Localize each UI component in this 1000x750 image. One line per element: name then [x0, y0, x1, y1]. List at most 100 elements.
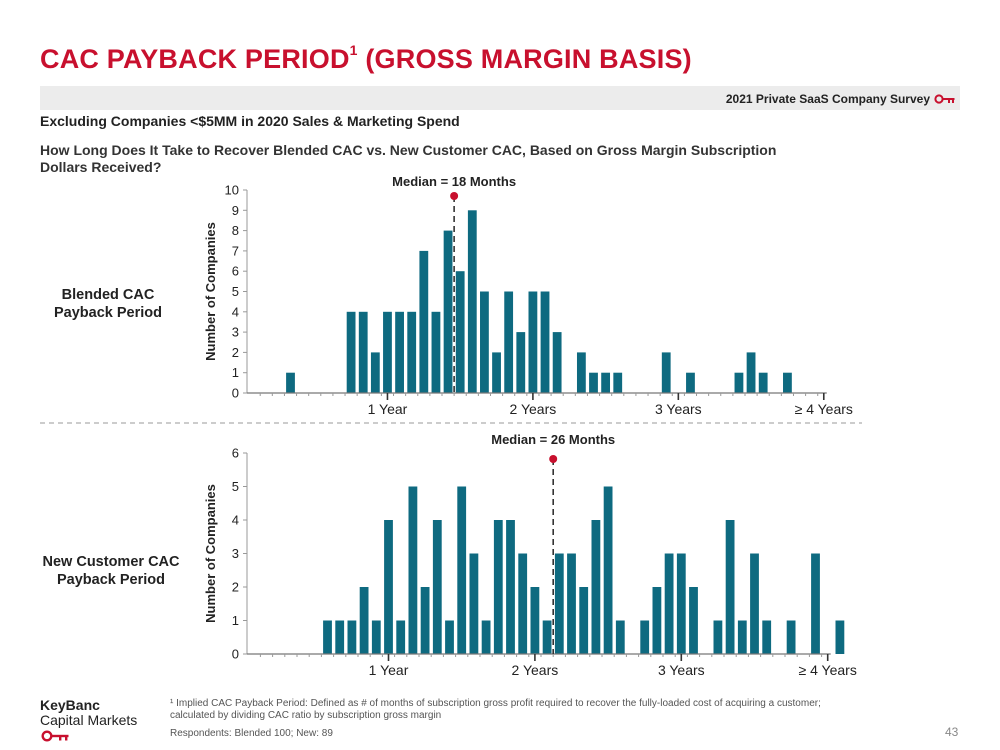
chart1-x-tick-label: 2 Years — [510, 401, 557, 417]
chart2-bar — [530, 587, 540, 654]
chart1-bar — [395, 311, 404, 393]
chart1-bar — [661, 352, 671, 393]
chart2-bar — [347, 620, 357, 654]
chart1-y-axis-title: Number of Companies — [203, 222, 218, 361]
chart2-bar — [384, 520, 393, 654]
chart2-bar — [689, 587, 698, 654]
chart2-bar — [554, 553, 564, 654]
survey-label: 2021 Private SaaS Company Survey — [725, 92, 930, 106]
chart2-y-tick-label: 1 — [232, 613, 239, 628]
chart1-bar — [383, 311, 392, 393]
chart-question: How Long Does It Take to Recover Blended… — [40, 142, 777, 175]
chart2-bar — [591, 520, 601, 654]
footnote: ¹ Implied CAC Payback Period: Defined as… — [170, 698, 821, 721]
chart1-y-tick-label: 3 — [232, 325, 239, 340]
chart2-y-tick-label: 4 — [232, 513, 239, 528]
chart2-bar — [396, 620, 406, 654]
row-label-blended-line1: Blended CAC — [61, 287, 155, 303]
chart1-x-tick-label: 3 Years — [655, 401, 702, 417]
chart2-bar — [420, 587, 430, 654]
chart1-bar — [467, 210, 477, 393]
chart1-bar — [528, 291, 538, 393]
chart1-y-tick-label: 8 — [232, 223, 239, 238]
chart1-bar — [443, 230, 453, 393]
chart2-bar — [506, 520, 515, 654]
chart2-bar — [725, 520, 735, 654]
chart1-bar — [783, 372, 792, 393]
chart2-y-tick-label: 5 — [232, 479, 239, 494]
chart2-bar — [750, 553, 759, 654]
slide-title: CAC PAYBACK PERIOD1 (GROSS MARGIN BASIS) — [40, 42, 692, 75]
chart1-bar — [358, 311, 368, 393]
chart1-y-tick-label: 10 — [225, 183, 239, 198]
chart2-bar — [676, 553, 686, 654]
chart1-bar — [407, 311, 417, 393]
chart2-x-tick-label: 1 Year — [369, 662, 409, 678]
chart2-bar — [567, 553, 576, 654]
title-footnote-marker: 1 — [349, 42, 358, 58]
row-label-new-line1: New Customer CAC — [42, 554, 180, 570]
chart1-bar — [734, 372, 744, 393]
chart1-y-tick-label: 5 — [232, 284, 239, 299]
chart1-bar — [516, 332, 526, 393]
chart2-y-tick-label: 2 — [232, 580, 239, 595]
chart1-y-tick-label: 9 — [232, 203, 239, 218]
title-main: CAC PAYBACK PERIOD — [40, 44, 350, 74]
subtitle: Excluding Companies <$5MM in 2020 Sales … — [40, 113, 460, 129]
chart1-y-tick-label: 1 — [232, 365, 239, 380]
chart1-bar — [504, 291, 514, 393]
chart2-median-label: Median = 26 Months — [491, 432, 615, 447]
chart2-bar — [493, 520, 503, 654]
chart1-y-tick-label: 2 — [232, 345, 239, 360]
chart1-y-tick-label: 7 — [232, 243, 239, 258]
title-rest: (GROSS MARGIN BASIS) — [357, 44, 692, 74]
chart2-bar — [432, 520, 442, 654]
key-icon — [934, 94, 955, 104]
chart1-bar — [455, 271, 465, 393]
chart1-bar — [419, 250, 429, 393]
footer-logo-line1: KeyBanc — [40, 697, 100, 713]
chart1-bar — [480, 291, 489, 393]
footer-key-icon — [41, 730, 69, 742]
chart1-median-dot — [450, 192, 459, 200]
chart2-bar — [579, 587, 589, 654]
chart2-x-tick-label: ≥ 4 Years — [799, 662, 857, 678]
chart2-x-tick-label: 3 Years — [658, 662, 705, 678]
chart1-bar — [576, 352, 586, 393]
chart1-bar — [540, 291, 550, 393]
survey-band — [40, 86, 960, 110]
chart2-bar — [811, 553, 820, 654]
chart2-median-dot — [549, 455, 558, 463]
chart1-x-tick-label: ≥ 4 Years — [795, 401, 853, 417]
chart2-bar — [737, 620, 747, 654]
row-label-blended: Blended CAC Payback Period — [40, 286, 176, 322]
respondents-note: Respondents: Blended 100; New: 89 — [170, 728, 333, 739]
chart2-bar — [457, 486, 467, 654]
chart2-bar — [518, 553, 528, 654]
chart2-bar — [603, 486, 613, 654]
chart1-bar — [686, 372, 695, 393]
chart1-bar — [601, 372, 611, 393]
chart2-bar — [664, 553, 674, 654]
chart1-y-tick-label: 0 — [232, 386, 239, 401]
chart1-bar — [613, 372, 623, 393]
chart2-bar — [652, 587, 662, 654]
chart2-bar — [542, 620, 552, 654]
chart2-bar — [640, 620, 650, 654]
chart1-bar — [431, 311, 441, 393]
chart1-bar — [346, 311, 356, 393]
chart2-y-tick-label: 6 — [232, 446, 239, 461]
row-label-new: New Customer CAC Payback Period — [36, 553, 186, 589]
chart2-bar — [469, 553, 479, 654]
chart2-bar — [762, 620, 772, 654]
chart2-bar — [371, 620, 381, 654]
row-label-new-line2: Payback Period — [57, 572, 165, 588]
chart2-y-tick-label: 0 — [232, 647, 239, 662]
chart2-bar — [481, 620, 491, 654]
chart2-bar — [835, 620, 845, 654]
page-number: 43 — [945, 725, 959, 739]
footer-logo-line2: Capital Markets — [40, 712, 138, 728]
chart2-bar — [445, 620, 454, 654]
chart1-y-tick-label: 4 — [232, 304, 239, 319]
